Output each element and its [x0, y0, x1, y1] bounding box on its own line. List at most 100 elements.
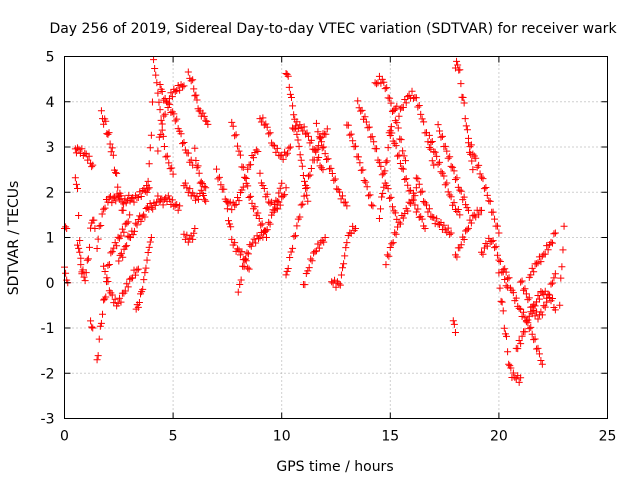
data-point — [394, 124, 402, 132]
data-point — [538, 252, 546, 260]
data-point — [263, 190, 271, 198]
data-point — [192, 91, 200, 99]
data-point — [283, 70, 291, 78]
data-point — [430, 148, 438, 156]
data-point — [248, 199, 256, 207]
data-point — [515, 378, 523, 386]
data-point — [457, 80, 465, 88]
data-point — [420, 118, 428, 126]
data-point — [331, 175, 339, 183]
data-point — [228, 235, 236, 243]
data-point — [425, 144, 433, 152]
data-point — [324, 155, 332, 163]
data-point — [108, 144, 116, 152]
data-point — [204, 120, 212, 128]
data-point — [462, 201, 470, 209]
data-point — [220, 185, 228, 193]
data-point — [467, 141, 475, 149]
data-point — [323, 155, 331, 163]
pass-track — [184, 68, 212, 128]
data-point — [164, 103, 172, 111]
data-point — [388, 203, 396, 211]
data-point — [538, 360, 546, 368]
pass-track — [395, 87, 438, 169]
data-point — [94, 352, 102, 360]
data-point — [496, 284, 504, 292]
data-point — [254, 148, 262, 156]
data-point — [235, 197, 243, 205]
data-point — [388, 129, 396, 137]
data-point — [228, 206, 236, 214]
data-point — [113, 242, 121, 250]
data-point — [425, 131, 433, 139]
data-point — [262, 120, 270, 128]
data-point — [88, 163, 96, 171]
y-tick-label: 2 — [46, 185, 55, 201]
data-point — [137, 193, 145, 201]
data-point — [285, 144, 293, 152]
data-point — [362, 178, 370, 186]
data-point — [153, 79, 161, 87]
data-point — [159, 201, 167, 209]
data-point — [176, 86, 184, 94]
data-point — [375, 158, 383, 166]
data-point — [284, 264, 292, 272]
data-point — [443, 147, 451, 155]
data-point — [557, 274, 565, 282]
data-point — [181, 179, 189, 187]
x-tick-label: 20 — [490, 429, 508, 445]
data-point — [184, 188, 192, 196]
data-point — [236, 151, 244, 159]
data-point — [524, 319, 532, 327]
data-point — [427, 138, 435, 146]
data-point — [341, 252, 349, 260]
data-point — [395, 151, 403, 159]
data-point — [278, 179, 286, 187]
data-point — [231, 132, 239, 140]
data-point — [273, 205, 281, 213]
data-point — [359, 166, 367, 174]
data-point — [72, 180, 80, 188]
data-point — [134, 303, 142, 311]
data-point — [287, 94, 295, 102]
data-point — [162, 153, 170, 161]
data-point — [387, 193, 395, 201]
data-point — [74, 144, 82, 152]
data-point — [417, 110, 425, 118]
data-point — [289, 102, 297, 110]
data-point — [491, 244, 499, 252]
data-point — [286, 143, 294, 151]
data-point — [415, 213, 423, 221]
data-point — [415, 101, 423, 109]
data-point — [415, 180, 423, 188]
data-point — [158, 126, 166, 134]
data-point — [85, 243, 93, 251]
data-point — [377, 79, 385, 87]
data-point — [227, 223, 235, 231]
data-point — [224, 217, 232, 225]
data-point — [161, 110, 169, 118]
data-point — [189, 161, 197, 169]
data-point — [315, 244, 323, 252]
data-point — [522, 290, 530, 298]
pass-track — [354, 97, 401, 223]
data-point — [395, 112, 403, 120]
data-point — [492, 243, 500, 251]
data-point — [302, 185, 310, 193]
data-point — [388, 240, 396, 248]
data-point — [200, 183, 208, 191]
data-point — [300, 123, 308, 131]
data-point — [286, 253, 294, 261]
data-point — [396, 220, 404, 228]
data-point — [472, 154, 480, 162]
data-point — [295, 142, 303, 150]
data-point — [244, 182, 252, 190]
data-point — [301, 177, 309, 185]
data-point — [531, 335, 539, 343]
data-point — [535, 350, 543, 358]
data-point — [408, 196, 416, 204]
data-point — [104, 277, 112, 285]
data-point — [229, 122, 237, 130]
pass-track — [425, 131, 464, 219]
data-point — [414, 205, 422, 213]
